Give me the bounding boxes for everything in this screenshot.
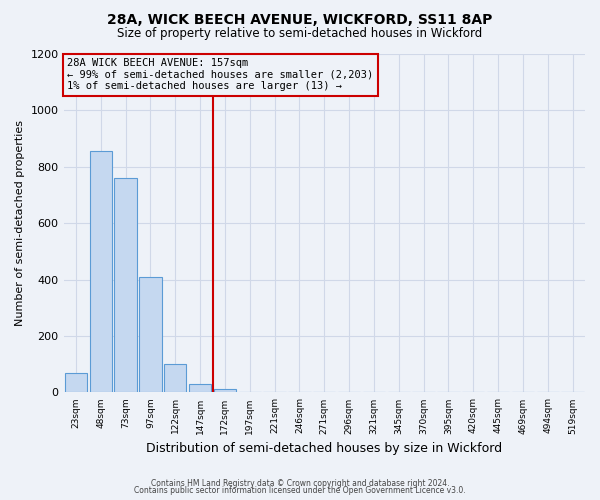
Bar [164, 364, 187, 392]
Text: Contains HM Land Registry data © Crown copyright and database right 2024.: Contains HM Land Registry data © Crown c… [151, 478, 449, 488]
Text: 28A, WICK BEECH AVENUE, WICKFORD, SS11 8AP: 28A, WICK BEECH AVENUE, WICKFORD, SS11 8… [107, 12, 493, 26]
Y-axis label: Number of semi-detached properties: Number of semi-detached properties [15, 120, 25, 326]
X-axis label: Distribution of semi-detached houses by size in Wickford: Distribution of semi-detached houses by … [146, 442, 502, 455]
Bar [89, 152, 112, 392]
Bar [115, 178, 137, 392]
Text: Contains public sector information licensed under the Open Government Licence v3: Contains public sector information licen… [134, 486, 466, 495]
Bar [214, 389, 236, 392]
Bar [139, 277, 161, 392]
Text: 28A WICK BEECH AVENUE: 157sqm
← 99% of semi-detached houses are smaller (2,203)
: 28A WICK BEECH AVENUE: 157sqm ← 99% of s… [67, 58, 374, 92]
Text: Size of property relative to semi-detached houses in Wickford: Size of property relative to semi-detach… [118, 28, 482, 40]
Bar [189, 384, 211, 392]
Bar [65, 372, 87, 392]
